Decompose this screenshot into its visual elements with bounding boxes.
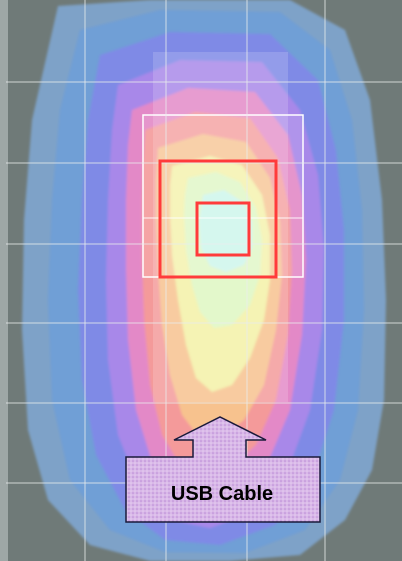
chip-outline-overlay xyxy=(142,114,304,278)
left-frame-edge xyxy=(0,0,8,561)
outer-marker-square xyxy=(158,159,278,279)
contour-level-10 xyxy=(199,190,252,272)
usb-cable-label: USB Cable xyxy=(171,483,273,505)
board-outline-overlay xyxy=(153,52,288,402)
inner-marker-square xyxy=(195,201,251,257)
usb-cable-callout: USB Cable xyxy=(125,416,321,523)
up-arrow-icon xyxy=(125,416,321,523)
